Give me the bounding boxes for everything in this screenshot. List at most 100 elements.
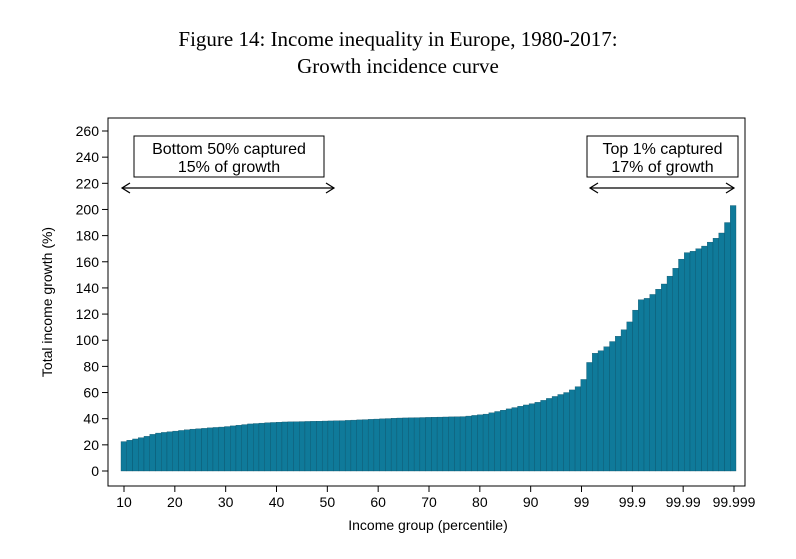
bar bbox=[505, 408, 513, 472]
bar bbox=[448, 416, 455, 472]
annotation-top-1-arrowhead-left bbox=[588, 182, 599, 194]
bar bbox=[184, 429, 191, 472]
bar bbox=[299, 421, 306, 472]
bars-group bbox=[120, 205, 737, 472]
x-tick-label: 30 bbox=[218, 494, 234, 510]
bar bbox=[270, 422, 277, 472]
bar bbox=[258, 422, 265, 472]
y-tick-label: 60 bbox=[83, 385, 99, 401]
bar bbox=[264, 422, 271, 472]
y-tick-label: 160 bbox=[76, 254, 100, 270]
bar bbox=[615, 336, 622, 472]
y-tick-label: 0 bbox=[91, 463, 99, 479]
bar bbox=[396, 417, 403, 472]
bar bbox=[149, 434, 156, 472]
bar bbox=[321, 420, 329, 472]
bar bbox=[557, 394, 564, 472]
bar bbox=[120, 441, 127, 472]
bar bbox=[592, 353, 599, 472]
bar bbox=[235, 425, 242, 472]
bar bbox=[661, 283, 668, 472]
y-tick-label: 120 bbox=[76, 306, 100, 322]
annotation-top-1-arrowhead-right bbox=[725, 182, 736, 194]
bar bbox=[178, 430, 185, 472]
bar bbox=[132, 438, 139, 472]
bar bbox=[626, 321, 633, 472]
y-tick-label: 200 bbox=[76, 201, 100, 217]
y-tick-label: 220 bbox=[76, 175, 100, 191]
bar bbox=[551, 396, 558, 472]
bar bbox=[718, 232, 725, 472]
bar bbox=[344, 420, 352, 472]
plot-frame bbox=[107, 117, 746, 487]
bar bbox=[356, 419, 363, 472]
x-tick-label: 99 bbox=[574, 494, 590, 510]
bar bbox=[304, 421, 311, 472]
x-tick-label: 10 bbox=[116, 494, 132, 510]
bar bbox=[632, 309, 639, 472]
bar bbox=[241, 424, 248, 472]
y-axis-title: Total income growth (%) bbox=[39, 227, 55, 377]
bar bbox=[316, 421, 323, 472]
bar bbox=[172, 430, 179, 472]
y-tick-label: 100 bbox=[76, 332, 100, 348]
chart-title-line-2: Growth incidence curve bbox=[297, 54, 499, 78]
bar bbox=[161, 432, 168, 472]
x-tick-label: 99.9 bbox=[619, 494, 646, 510]
annotation-box-top-1 bbox=[586, 135, 739, 178]
bar bbox=[597, 350, 604, 472]
x-tick-label: 80 bbox=[472, 494, 488, 510]
bar bbox=[413, 417, 421, 472]
bar bbox=[511, 407, 518, 472]
y-tick-label: 180 bbox=[76, 228, 100, 244]
bar bbox=[465, 415, 472, 472]
bar bbox=[333, 420, 340, 472]
bar bbox=[281, 421, 288, 472]
annotation-top-1-line-2: 17% of growth bbox=[611, 159, 713, 176]
bar bbox=[126, 440, 133, 472]
bar bbox=[327, 420, 334, 472]
bar bbox=[500, 410, 507, 472]
bar bbox=[454, 416, 461, 472]
bar bbox=[212, 427, 219, 472]
annotation-bottom-50: Bottom 50% captured 15% of growth bbox=[120, 135, 336, 194]
x-tick-label: 90 bbox=[523, 494, 539, 510]
bar bbox=[459, 416, 467, 472]
chart-title-line-1: Figure 14: Income inequality in Europe, … bbox=[178, 27, 618, 51]
bar bbox=[494, 411, 501, 472]
bar bbox=[563, 392, 570, 472]
x-axis-title: Income group (percentile) bbox=[348, 517, 508, 533]
annotation-bottom-50-line-1: Bottom 50% captured bbox=[152, 141, 306, 158]
x-tick-label: 40 bbox=[269, 494, 285, 510]
bar bbox=[350, 419, 357, 472]
x-tick-label: 50 bbox=[320, 494, 336, 510]
x-tick-label: 60 bbox=[370, 494, 386, 510]
chart-title: Figure 14: Income inequality in Europe, … bbox=[0, 26, 796, 80]
annotation-box-bottom-50 bbox=[133, 135, 325, 178]
bar bbox=[276, 422, 283, 472]
bar bbox=[712, 238, 719, 472]
bar bbox=[189, 428, 196, 472]
bar bbox=[620, 329, 627, 472]
x-tick-label: 99.99 bbox=[666, 494, 701, 510]
bar bbox=[247, 423, 254, 472]
bar bbox=[367, 419, 375, 472]
annotation-top-1: Top 1% captured 17% of growth bbox=[586, 135, 739, 194]
bar bbox=[408, 417, 415, 472]
bar bbox=[477, 414, 484, 472]
bar bbox=[195, 428, 202, 472]
bar bbox=[701, 245, 708, 472]
x-axis: 10 20 30 40 50 60 70 80 90 99 99.9 99.99 99.999 bbox=[116, 486, 756, 510]
bar bbox=[138, 437, 145, 472]
bar bbox=[482, 413, 490, 472]
bar bbox=[603, 346, 610, 472]
bar bbox=[534, 402, 541, 472]
bar bbox=[230, 425, 237, 472]
bar bbox=[166, 431, 173, 472]
bar bbox=[609, 341, 616, 472]
bar bbox=[339, 420, 346, 472]
y-tick-label: 40 bbox=[83, 411, 99, 427]
bar bbox=[488, 412, 495, 472]
bar bbox=[402, 417, 409, 472]
bar bbox=[540, 400, 547, 472]
